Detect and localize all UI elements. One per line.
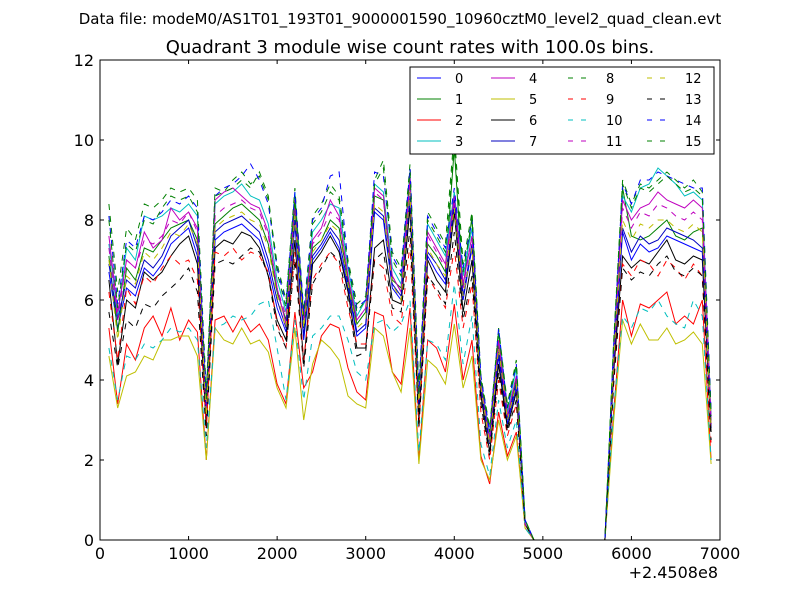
legend-label-13: 13 [685,93,702,108]
legend-label-15: 15 [685,135,702,150]
legend-label-12: 12 [685,72,702,87]
legend-label-11: 11 [606,135,623,150]
legend-label-4: 4 [529,72,537,87]
x-tick-label: 5000 [522,544,563,563]
y-tick-label: 4 [84,371,94,390]
series-line-5 [108,319,712,540]
legend-label-6: 6 [529,114,537,129]
series-line-13 [108,227,712,540]
y-tick-label: 12 [74,51,94,70]
x-tick-label: 3000 [345,544,386,563]
x-tick-label: 1000 [168,544,209,563]
y-tick-label: 2 [84,451,94,470]
y-tick-label: 0 [84,531,94,550]
x-tick-label: 0 [95,544,105,563]
x-tick-label: 2000 [257,544,298,563]
x-tick-label: 7000 [700,544,741,563]
legend-label-2: 2 [455,114,463,129]
legend-label-7: 7 [529,135,537,150]
legend-label-14: 14 [685,114,702,129]
y-tick-label: 10 [74,131,94,150]
y-tick-label: 6 [84,291,94,310]
x-tick-label: 6000 [611,544,652,563]
legend-label-8: 8 [606,72,614,87]
legend-label-3: 3 [455,135,463,150]
legend-label-0: 0 [455,72,463,87]
legend-label-5: 5 [529,93,537,108]
figure-suptitle: Data file: modeM0/AS1T01_193T01_90000015… [79,10,722,29]
x-tick-label: 4000 [434,544,475,563]
legend-label-10: 10 [606,114,623,129]
series-layer [108,131,712,540]
x-offset-label: +2.4508e8 [629,563,718,582]
plot-frame [99,59,721,541]
legend-frame [409,66,715,155]
y-tick-label: 8 [84,211,94,230]
chart-title: Quadrant 3 module wise count rates with … [166,37,655,58]
series-line-12 [108,191,712,540]
legend-label-9: 9 [606,93,614,108]
series-line-15 [108,143,712,540]
legend-label-1: 1 [455,93,463,108]
series-line-10 [108,283,712,540]
